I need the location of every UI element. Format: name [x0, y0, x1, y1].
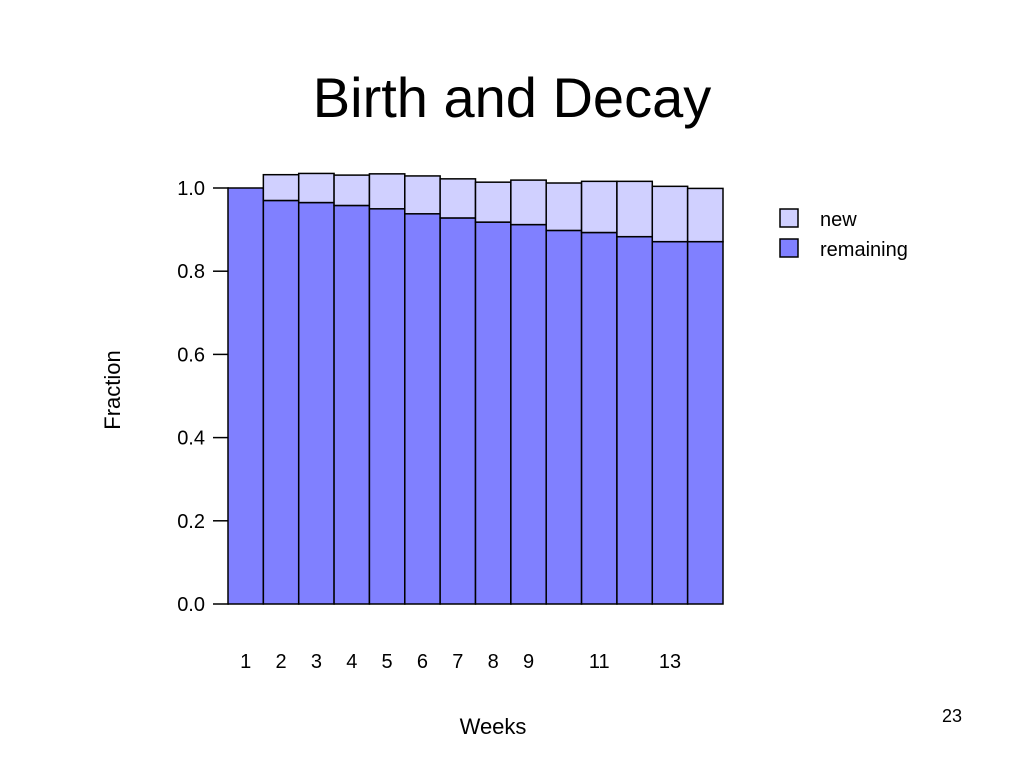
bar-remaining [333, 204, 371, 605]
x-tick-label: 7 [452, 651, 463, 673]
bar-new [545, 182, 583, 232]
bar-remaining [227, 187, 265, 605]
bar-new [510, 179, 547, 226]
legend-label-new: new [820, 209, 857, 231]
bar-new [580, 180, 618, 234]
y-axis: 0.0 0.2 0.4 0.6 0.8 1.0 [177, 178, 230, 616]
x-tick-label: 8 [488, 651, 499, 673]
x-tick-label: 4 [346, 651, 357, 673]
legend-label-remaining: remaining [820, 239, 908, 261]
bar-remaining [616, 235, 654, 605]
y-tick-label: 0.2 [177, 511, 205, 533]
bar-remaining [545, 229, 583, 605]
bar-remaining [686, 240, 724, 605]
bar-remaining [262, 199, 300, 605]
bar-new [616, 180, 654, 238]
bar-new [439, 178, 477, 219]
x-tick-label: 6 [417, 651, 428, 673]
x-tick-label: 9 [523, 651, 534, 673]
bar-new [297, 172, 335, 204]
bar-remaining [297, 201, 335, 605]
x-axis-tick-labels: 1 2 3 4 5 6 7 8 9 11 13 [240, 651, 681, 673]
y-tick-label: 0.6 [177, 344, 205, 366]
x-tick-label: 11 [589, 651, 610, 673]
x-axis-label: Weeks [460, 714, 527, 739]
bar-new [404, 175, 441, 215]
bar-new [368, 173, 406, 210]
y-tick-label: 1.0 [177, 178, 205, 200]
bar-remaining [510, 223, 547, 605]
y-tick-label: 0.8 [177, 261, 205, 283]
bar-remaining [368, 208, 406, 605]
slide-number: 23 [941, 706, 962, 726]
bar-remaining [404, 213, 441, 605]
bar-remaining [439, 217, 477, 605]
bar-remaining [580, 231, 618, 605]
y-tick-label: 0.0 [177, 594, 205, 616]
y-tick-label: 0.4 [177, 428, 205, 450]
bar-remaining [651, 240, 689, 605]
x-tick-label: 13 [659, 651, 681, 673]
x-tick-label: 3 [311, 651, 322, 673]
bars [227, 172, 724, 605]
bar-new [651, 185, 689, 243]
bar-new [474, 181, 512, 223]
bar-new [333, 174, 371, 207]
legend-swatch-new [779, 208, 799, 228]
legend-swatch-remaining [779, 238, 799, 258]
x-tick-label: 5 [382, 651, 393, 673]
x-tick-label: 2 [275, 651, 286, 673]
x-tick-label: 1 [240, 651, 251, 673]
bar-new [686, 187, 724, 243]
bar-remaining [474, 221, 512, 605]
y-axis-label: Fraction [100, 350, 125, 429]
bar-new [262, 173, 300, 202]
slide-title: Birth and Decay [312, 66, 712, 129]
legend: new remaining [779, 208, 908, 261]
